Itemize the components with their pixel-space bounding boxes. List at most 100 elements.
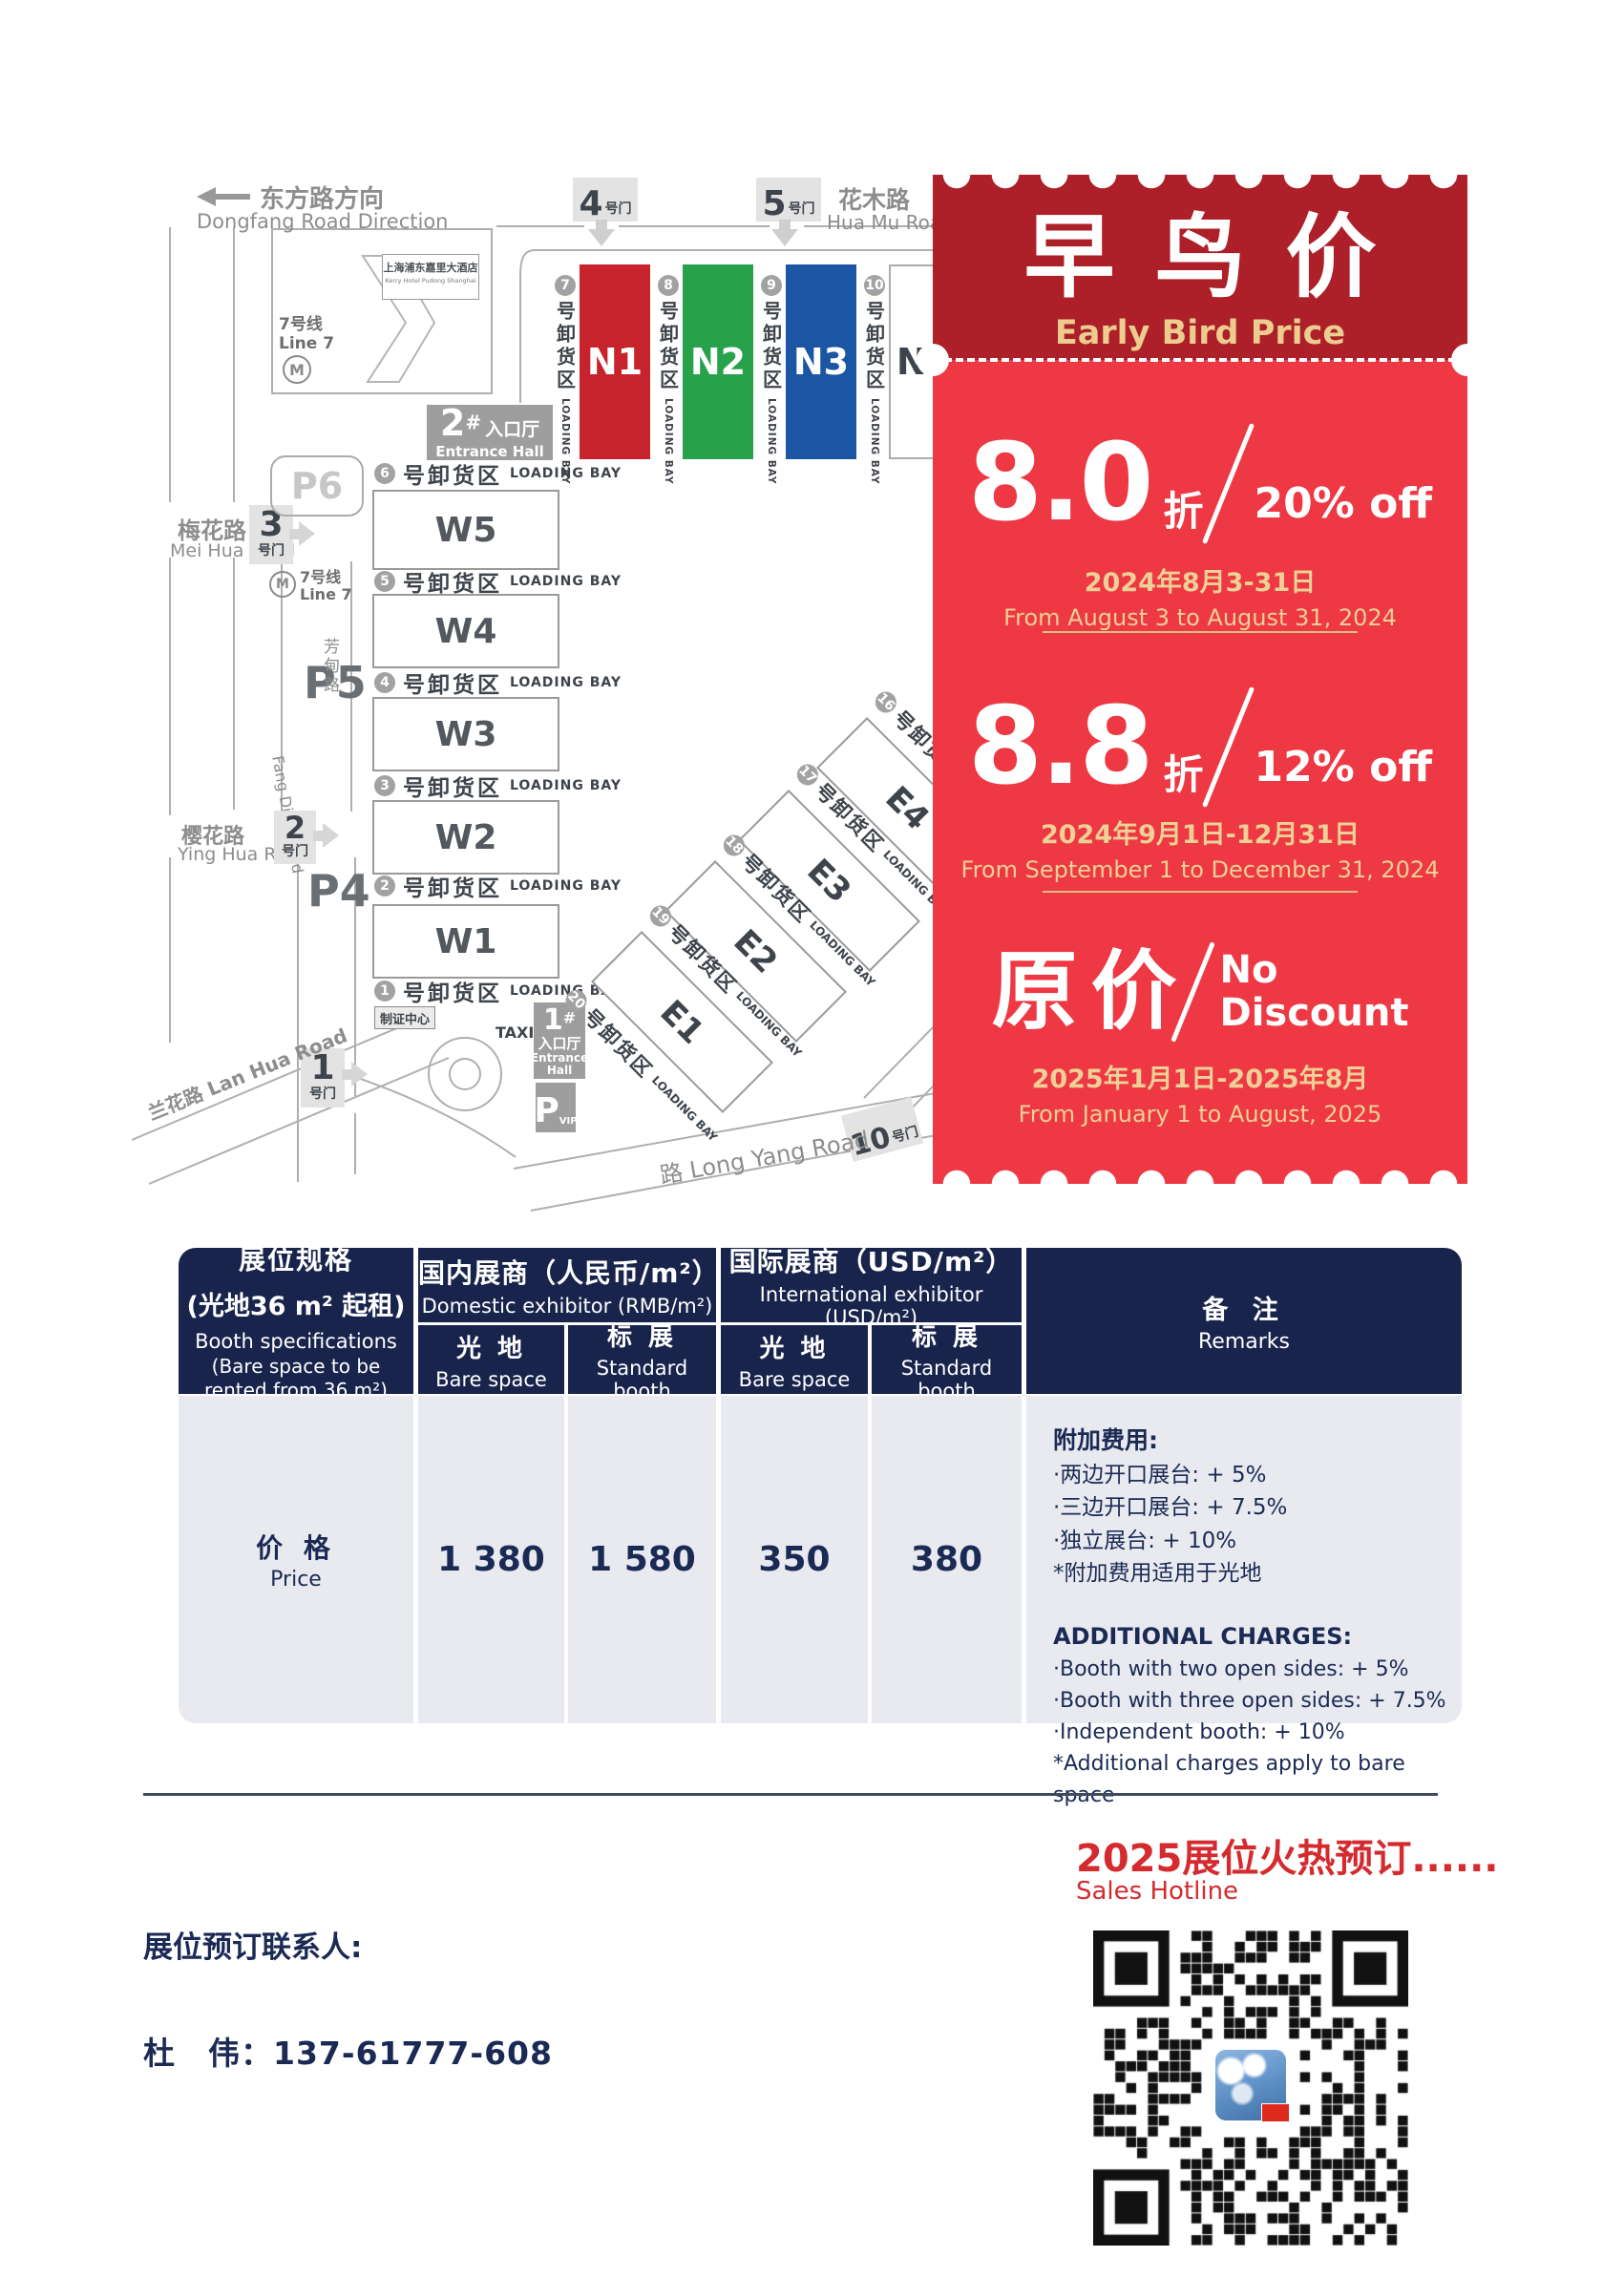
tier-1-dates: 2024年8月3-31日 From August 3 to August 31,…: [933, 564, 1467, 635]
tier-2-discount: 8.8: [968, 685, 1153, 809]
line7-en: Line 7: [300, 585, 352, 604]
charge-item: ·三边开口展台: + 7.5%: [1053, 1495, 1288, 1520]
hall-w4: W4: [372, 594, 559, 668]
bare-en: Bare space: [435, 1367, 547, 1391]
bay-label-en: LOADING BAY: [510, 574, 622, 589]
gate-5-number: 5: [762, 183, 787, 223]
scallop-edge-bottom: [933, 1170, 1467, 1198]
bay-number: 7: [555, 275, 576, 296]
domestic-en: Domestic exhibitor (RMB/m²): [421, 1295, 713, 1318]
charge-item: ·两边开口展台: + 5%: [1053, 1462, 1267, 1487]
arrow-left-icon: [197, 187, 216, 206]
hall-w5: W5: [372, 490, 559, 570]
bay-number: 1: [374, 981, 395, 1002]
loading-bay-6: 6 号卸货区 LOADING BAY: [374, 462, 622, 489]
bay-number: 9: [761, 275, 782, 296]
bay-number: 6: [374, 463, 395, 484]
price-table: 展位规格 (光地36 m² 起租) Booth specifications (…: [179, 1244, 1462, 1807]
col-booth-spec-header: 展位规格 (光地36 m² 起租) Booth specifications (…: [179, 1244, 413, 1402]
parking-p: P: [534, 1090, 559, 1130]
price-zh: 价 格: [256, 1532, 336, 1564]
kerry-hotel-label: 上海浦东嘉里大酒店 Kerry Hotel Pudong Shanghai: [382, 254, 479, 300]
loading-bay-10: 10 号卸货区 LOADING BAY: [857, 275, 892, 485]
gate-suffix: 号门: [890, 1124, 920, 1147]
road-huamu-en: Hua Mu Road: [827, 211, 954, 234]
road-yinghua-zh: 樱花路: [181, 825, 245, 849]
tier-2-row: 8.8 折 12% off: [933, 675, 1467, 818]
charge-item-en: ·Booth with three open sides: + 7.5%: [1053, 1688, 1446, 1713]
early-bird-stamp: 早鸟价 Early Bird Price 8.0 折 20% off 2024年…: [917, 160, 1484, 1198]
hotline-en: Sales Hotline: [1076, 1877, 1239, 1906]
no-discount-line1: No: [1219, 948, 1278, 993]
subcol-international-standard: 标 展 Standard booth: [872, 1323, 1022, 1403]
hotel-name-zh: 上海浦东嘉里大酒店: [383, 262, 478, 274]
spec-zh2: (光地36 m² 起租): [186, 1292, 406, 1321]
entrance-2-en: Entrance Hall: [435, 443, 544, 460]
bay-label-zh: 号卸货区: [403, 572, 502, 597]
remarks-en: Remarks: [1198, 1329, 1290, 1354]
bay-number: 10: [864, 275, 885, 296]
bay-number: 4: [374, 672, 395, 693]
scallop-edge-top: [933, 160, 1467, 189]
bay-label-en: LOADING BAY: [559, 398, 571, 485]
gate-suffix: 号门: [309, 1086, 336, 1103]
bare-zh: 光 地: [455, 1334, 527, 1363]
standard-zh: 标 展: [606, 1322, 678, 1352]
hotline-zh: 2025展位火热预订......: [1076, 1837, 1499, 1881]
domestic-zh: 国内展商（人民币/m²）: [418, 1257, 720, 1289]
bay-label-en: LOADING BAY: [510, 878, 622, 894]
bay-label-en: LOADING BAY: [766, 398, 777, 485]
bay-label-zh: 号卸货区: [403, 981, 502, 1006]
spec-zh1: 展位规格: [238, 1244, 353, 1276]
stamp-notch-left: [917, 344, 949, 376]
early-bird-title-en: Early Bird Price: [1054, 314, 1346, 352]
charge-item: *附加费用适用于光地: [1053, 1561, 1262, 1586]
china-flag-icon: [1261, 2103, 1290, 2122]
contact-phone: 杜 伟：137-61777-608: [143, 2035, 553, 2072]
road-meihua-zh: 梅花路: [178, 517, 246, 544]
tier-3-row: 原价 No Discount: [933, 935, 1467, 1049]
qr-code: [1093, 1930, 1408, 2246]
charge-item-en: ·Independent booth: + 10%: [1053, 1719, 1345, 1744]
gate-2-arrow-icon: [313, 823, 339, 848]
tier-3-date-zh: 2025年1月1日-2025年8月: [1031, 1065, 1369, 1094]
entrance-1-en2: Hall: [546, 1063, 573, 1077]
bay-label-en: LOADING BAY: [663, 398, 674, 485]
bay-number: 3: [374, 775, 395, 796]
bare-zh: 光 地: [759, 1334, 830, 1363]
standard-zh: 标 展: [911, 1322, 982, 1352]
loading-bay-1: 1 号卸货区 LOADING BAY: [374, 980, 622, 1006]
metro-logo-icon: M: [283, 355, 311, 384]
gate-suffix: 号门: [604, 201, 632, 217]
bay-label-en: LOADING BAY: [869, 398, 880, 485]
hall-w3: W3: [372, 697, 559, 771]
loading-bay-2: 2 号卸货区 LOADING BAY: [374, 875, 622, 901]
loading-bay-7: 7 号卸货区 LOADING BAY: [548, 275, 582, 485]
price-domestic-standard: 1 580: [568, 1396, 716, 1723]
loading-bay-3: 3 号卸货区 LOADING BAY: [374, 774, 622, 801]
road-huamu-zh: 花木路: [838, 186, 911, 214]
subcol-domestic-standard: 标 展 Standard booth: [568, 1323, 716, 1403]
charge-item-en: ·Booth with two open sides: + 5%: [1053, 1656, 1409, 1681]
charge-item-en: *Additional charges apply to bare space: [1053, 1751, 1405, 1807]
stamp-header: 早鸟价 Early Bird Price: [933, 160, 1467, 360]
tier-separator: [1043, 631, 1358, 633]
tier-1-off: 20% off: [1254, 478, 1432, 528]
price-row-label: 价 格 Price: [179, 1396, 413, 1723]
gate-4: 4 号门: [573, 178, 638, 221]
gate-1: 1 号门: [301, 1048, 345, 1107]
hash-mark: #: [562, 1008, 577, 1027]
price-en: Price: [270, 1568, 322, 1592]
hall-w1: W1: [372, 904, 559, 979]
spec-en1: Booth specifications: [195, 1330, 397, 1353]
tier-2-off: 12% off: [1254, 742, 1432, 791]
bay-number: 2: [374, 875, 395, 896]
hall-w2: W2: [372, 800, 559, 875]
parking-p5: P5: [304, 657, 367, 708]
contact-label: 展位预订联系人:: [143, 1930, 363, 1965]
no-discount-line2: Discount: [1219, 991, 1409, 1035]
price-international-standard: 380: [872, 1396, 1022, 1723]
additional-charges-zh-title: 附加费用:: [1053, 1426, 1158, 1454]
bay-label-zh: 号卸货区: [553, 301, 577, 392]
gate-5-arrow-icon: [771, 220, 798, 246]
